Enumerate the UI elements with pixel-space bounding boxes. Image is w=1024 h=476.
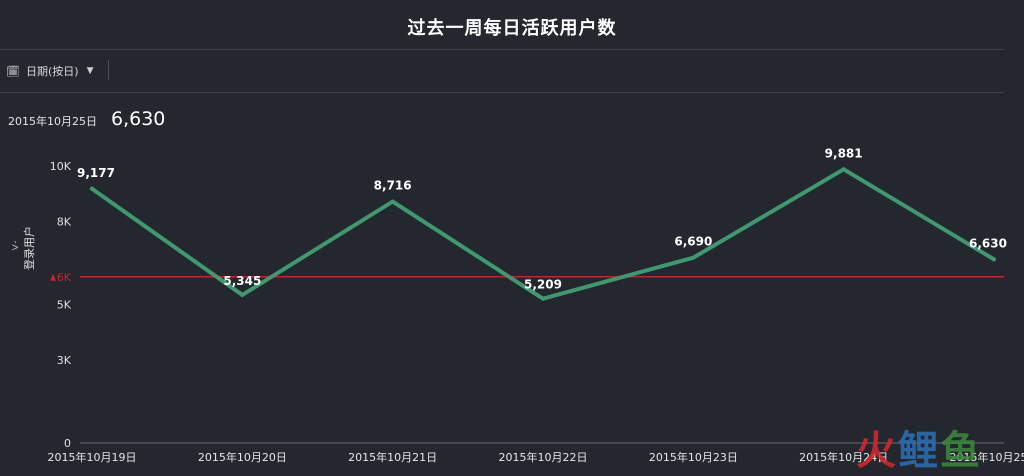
data-label: 5,209 — [524, 278, 562, 292]
y-tick-label: 3K — [57, 354, 72, 367]
reference-line-label: 6K — [57, 271, 72, 284]
x-tick-label: 2015年10月22日 — [499, 450, 588, 464]
data-label: 5,345 — [223, 274, 261, 288]
data-point — [691, 256, 695, 260]
data-point — [992, 257, 996, 261]
x-tick-label: 2015年10月21日 — [348, 450, 437, 464]
y-tick-label: 8K — [57, 215, 72, 228]
data-point — [240, 293, 244, 297]
data-point — [90, 187, 94, 191]
watermark-char-3: 鱼 — [940, 428, 982, 474]
data-label: 6,630 — [969, 236, 1007, 250]
watermark-logo: 火鲤鱼 — [856, 418, 982, 476]
x-tick-label: 2015年10月20日 — [198, 450, 287, 464]
data-point — [541, 297, 545, 301]
x-tick-label: 2015年10月19日 — [48, 450, 137, 464]
watermark-char-1: 火 — [856, 428, 898, 474]
data-point — [391, 200, 395, 204]
y-tick-label: 10K — [50, 160, 72, 173]
data-label: 6,690 — [674, 235, 712, 249]
data-point — [842, 167, 846, 171]
reference-marker-icon — [50, 274, 56, 281]
watermark-char-2: 鲤 — [898, 428, 940, 474]
y-tick-label: 0 — [64, 437, 71, 450]
y-tick-label: 5K — [57, 299, 72, 312]
data-label: 8,716 — [374, 179, 412, 193]
x-tick-label: 2015年10月23日 — [649, 450, 738, 464]
data-label: 9,177 — [77, 166, 115, 180]
data-label: 9,881 — [825, 146, 863, 160]
